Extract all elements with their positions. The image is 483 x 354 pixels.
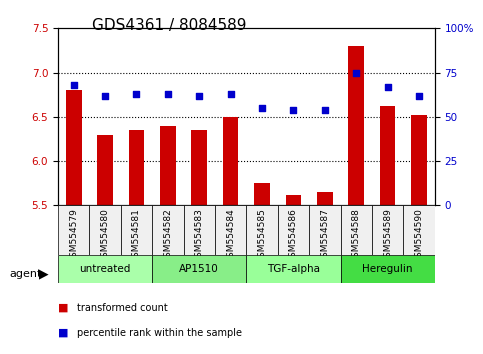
FancyBboxPatch shape	[152, 205, 184, 255]
FancyBboxPatch shape	[58, 255, 152, 283]
FancyBboxPatch shape	[341, 255, 435, 283]
FancyBboxPatch shape	[278, 205, 309, 255]
Point	[70, 82, 78, 88]
Text: agent: agent	[10, 269, 42, 279]
Point	[101, 93, 109, 98]
Point	[415, 93, 423, 98]
Bar	[348, 46, 364, 205]
FancyBboxPatch shape	[341, 205, 372, 255]
Text: GSM554582: GSM554582	[163, 208, 172, 263]
Bar	[317, 192, 333, 205]
Point	[258, 105, 266, 111]
Point	[384, 84, 392, 90]
Point	[164, 91, 172, 97]
FancyBboxPatch shape	[246, 255, 341, 283]
Text: GSM554587: GSM554587	[320, 208, 329, 263]
Text: GSM554583: GSM554583	[195, 208, 204, 263]
Text: GDS4361 / 8084589: GDS4361 / 8084589	[92, 18, 246, 33]
Text: percentile rank within the sample: percentile rank within the sample	[77, 328, 242, 338]
Bar	[66, 90, 82, 205]
FancyBboxPatch shape	[152, 255, 246, 283]
Text: GSM554588: GSM554588	[352, 208, 361, 263]
Text: untreated: untreated	[79, 264, 131, 274]
Text: GSM554586: GSM554586	[289, 208, 298, 263]
Point	[195, 93, 203, 98]
FancyBboxPatch shape	[215, 205, 246, 255]
Text: GSM554590: GSM554590	[414, 208, 424, 263]
Bar	[97, 135, 113, 205]
Point	[353, 70, 360, 75]
Text: GSM554579: GSM554579	[69, 208, 78, 263]
Bar	[191, 130, 207, 205]
Text: transformed count: transformed count	[77, 303, 168, 313]
Text: AP1510: AP1510	[179, 264, 219, 274]
FancyBboxPatch shape	[89, 205, 121, 255]
FancyBboxPatch shape	[121, 205, 152, 255]
Point	[321, 107, 328, 113]
Bar	[254, 183, 270, 205]
Point	[227, 91, 235, 97]
Text: ■: ■	[58, 328, 69, 338]
FancyBboxPatch shape	[58, 205, 89, 255]
Text: ▶: ▶	[39, 268, 48, 281]
Bar	[411, 115, 427, 205]
FancyBboxPatch shape	[246, 205, 278, 255]
FancyBboxPatch shape	[403, 205, 435, 255]
Point	[290, 107, 298, 113]
Text: GSM554589: GSM554589	[383, 208, 392, 263]
Bar	[223, 117, 239, 205]
Text: ■: ■	[58, 303, 69, 313]
FancyBboxPatch shape	[184, 205, 215, 255]
Text: GSM554585: GSM554585	[257, 208, 267, 263]
Bar	[160, 126, 176, 205]
Text: GSM554584: GSM554584	[226, 208, 235, 263]
Text: GSM554580: GSM554580	[100, 208, 110, 263]
Bar	[380, 106, 396, 205]
FancyBboxPatch shape	[372, 205, 403, 255]
Point	[133, 91, 141, 97]
Bar	[128, 130, 144, 205]
Text: TGF-alpha: TGF-alpha	[267, 264, 320, 274]
Text: Heregulin: Heregulin	[362, 264, 413, 274]
FancyBboxPatch shape	[309, 205, 341, 255]
Text: GSM554581: GSM554581	[132, 208, 141, 263]
Bar	[285, 195, 301, 205]
